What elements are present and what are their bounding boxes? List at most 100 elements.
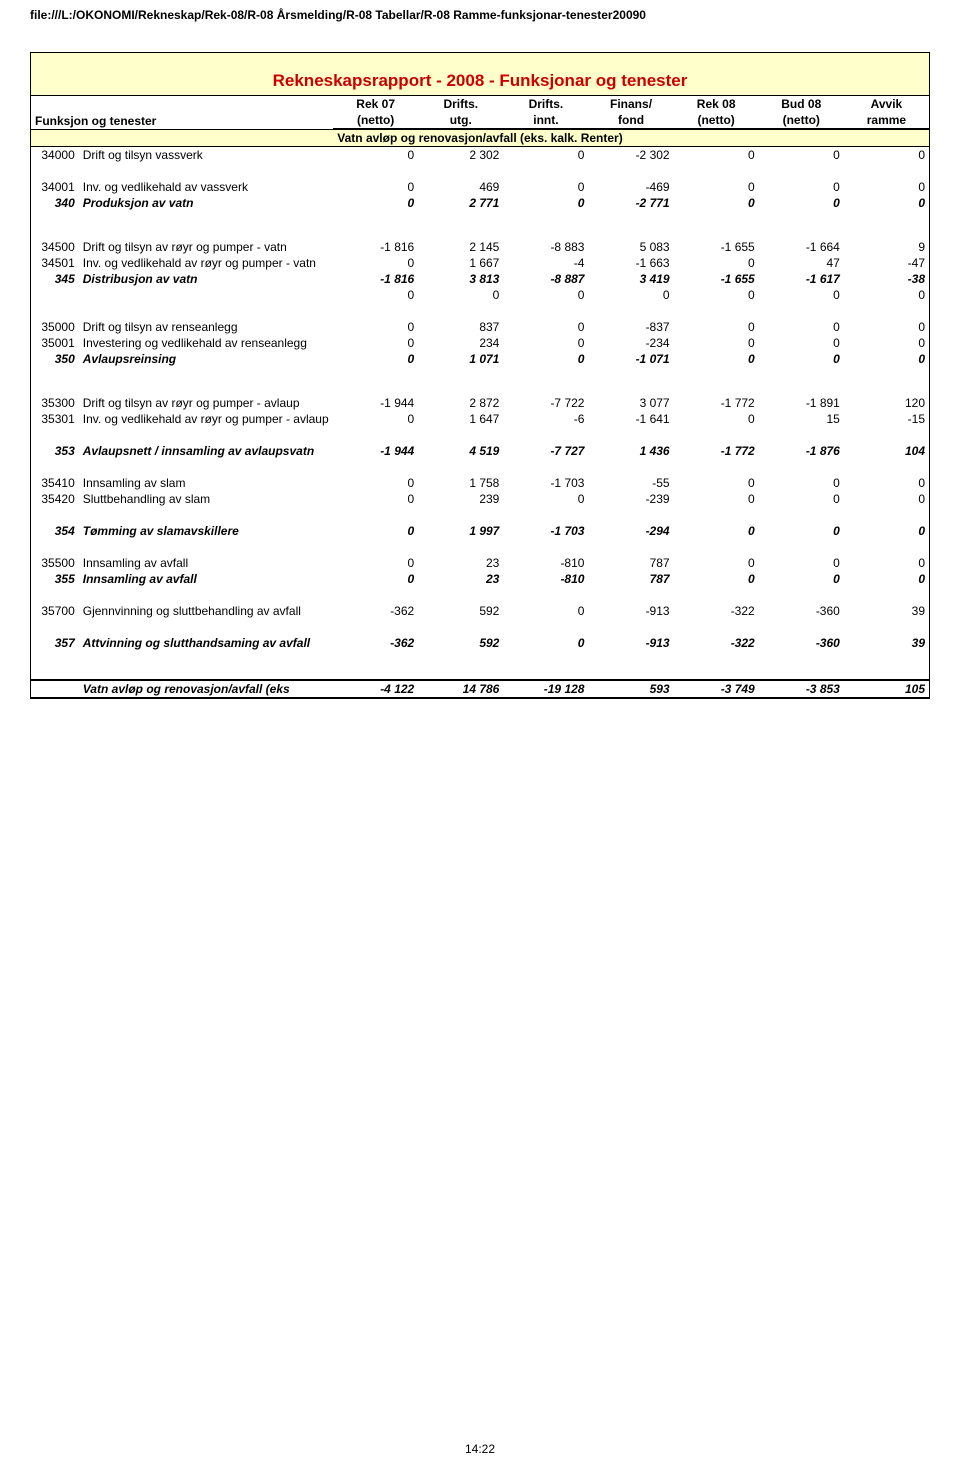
cell-value: 0: [759, 179, 844, 195]
col-drifts-innt-sub: innt.: [503, 112, 588, 129]
row-label: Drift og tilsyn av røyr og pumper - avla…: [79, 395, 333, 411]
cell-value: -8 887: [503, 271, 588, 287]
row-code: 35500: [31, 555, 79, 571]
cell-value: -1 655: [674, 239, 759, 255]
cell-value: 0: [674, 319, 759, 335]
cell-value: 0: [759, 319, 844, 335]
col-drifts-utg: Drifts.: [418, 96, 503, 112]
cell-value: 0: [674, 571, 759, 587]
total-v6: 105: [844, 680, 929, 697]
cell-value: 0: [503, 287, 588, 303]
cell-value: 0: [674, 411, 759, 427]
row-label: Innsamling av avfall: [79, 555, 333, 571]
cell-value: 23: [418, 555, 503, 571]
cell-value: -1 891: [759, 395, 844, 411]
row-code: 35000: [31, 319, 79, 335]
cell-value: 0: [674, 351, 759, 367]
cell-value: -362: [333, 635, 418, 651]
row-label: [79, 287, 333, 303]
report-title: Rekneskapsrapport - 2008 - Funksjonar og…: [273, 71, 688, 90]
cell-value: 1 071: [418, 351, 503, 367]
table-row: 35301Inv. og vedlikehald av røyr og pump…: [31, 411, 929, 427]
cell-value: -360: [759, 603, 844, 619]
cell-value: -2 771: [588, 195, 673, 211]
cell-value: -1 617: [759, 271, 844, 287]
cell-value: -362: [333, 603, 418, 619]
total-v3: 593: [588, 680, 673, 697]
cell-value: -1 876: [759, 443, 844, 459]
col-finans: Finans/: [588, 96, 673, 112]
cell-value: -1 816: [333, 239, 418, 255]
row-label: Drift og tilsyn vassverk: [79, 147, 333, 164]
cell-value: 0: [844, 195, 929, 211]
table-row: 35000Drift og tilsyn av renseanlegg08370…: [31, 319, 929, 335]
col-drifts-utg-sub: utg.: [418, 112, 503, 129]
report-title-band: Rekneskapsrapport - 2008 - Funksjonar og…: [31, 53, 929, 96]
cell-value: 1 997: [418, 523, 503, 539]
row-code: 350: [31, 351, 79, 367]
row-label: Innsamling av avfall: [79, 571, 333, 587]
cell-value: -38: [844, 271, 929, 287]
cell-value: 0: [674, 255, 759, 271]
cell-value: 3 419: [588, 271, 673, 287]
cell-value: 0: [333, 491, 418, 507]
cell-value: -360: [759, 635, 844, 651]
cell-value: 787: [588, 555, 673, 571]
cell-value: 0: [503, 195, 588, 211]
cell-value: 0: [674, 555, 759, 571]
cell-value: -810: [503, 555, 588, 571]
col-rek07-sub: (netto): [333, 112, 418, 129]
cell-value: 0: [844, 523, 929, 539]
cell-value: 0: [588, 287, 673, 303]
file-path: file:///L:/OKONOMI/Rekneskap/Rek-08/R-08…: [30, 0, 930, 52]
cell-value: 5 083: [588, 239, 673, 255]
total-v0: -4 122: [333, 680, 418, 697]
cell-value: -913: [588, 603, 673, 619]
row-code: 340: [31, 195, 79, 211]
table-row: 353Avlaupsnett / innsamling av avlaupsva…: [31, 443, 929, 459]
row-label: Inv. og vedlikehald av røyr og pumper - …: [79, 255, 333, 271]
cell-value: -1 664: [759, 239, 844, 255]
page-footer: 14:22: [0, 1442, 960, 1456]
cell-value: 0: [759, 475, 844, 491]
cell-value: 0: [844, 179, 929, 195]
cell-value: 837: [418, 319, 503, 335]
row-code: 345: [31, 271, 79, 287]
row-label: Drift og tilsyn av røyr og pumper - vatn: [79, 239, 333, 255]
cell-value: 0: [844, 555, 929, 571]
cell-value: -55: [588, 475, 673, 491]
header-label: Funksjon og tenester: [31, 96, 333, 129]
table-row: [31, 651, 929, 680]
report-container: Rekneskapsrapport - 2008 - Funksjonar og…: [30, 52, 930, 699]
table-row: [31, 367, 929, 395]
row-code: 35410: [31, 475, 79, 491]
cell-value: 2 771: [418, 195, 503, 211]
table-row: [31, 427, 929, 443]
row-code: 35001: [31, 335, 79, 351]
cell-value: 0: [844, 475, 929, 491]
cell-value: 239: [418, 491, 503, 507]
col-finans-sub: fond: [588, 112, 673, 129]
col-avvik: Avvik: [844, 96, 929, 112]
cell-value: 1 647: [418, 411, 503, 427]
cell-value: 0: [674, 147, 759, 164]
cell-value: -6: [503, 411, 588, 427]
cell-value: 0: [333, 475, 418, 491]
cell-value: -1 655: [674, 271, 759, 287]
row-code: 34500: [31, 239, 79, 255]
cell-value: 0: [844, 319, 929, 335]
cell-value: -1 703: [503, 475, 588, 491]
table-row: [31, 539, 929, 555]
cell-value: 0: [333, 255, 418, 271]
total-v5: -3 853: [759, 680, 844, 697]
cell-value: 0: [503, 179, 588, 195]
cell-value: -15: [844, 411, 929, 427]
cell-value: 234: [418, 335, 503, 351]
cell-value: 47: [759, 255, 844, 271]
table-row: [31, 619, 929, 635]
cell-value: -322: [674, 635, 759, 651]
cell-value: -1 772: [674, 443, 759, 459]
cell-value: -7 722: [503, 395, 588, 411]
cell-value: 787: [588, 571, 673, 587]
cell-value: 0: [333, 319, 418, 335]
